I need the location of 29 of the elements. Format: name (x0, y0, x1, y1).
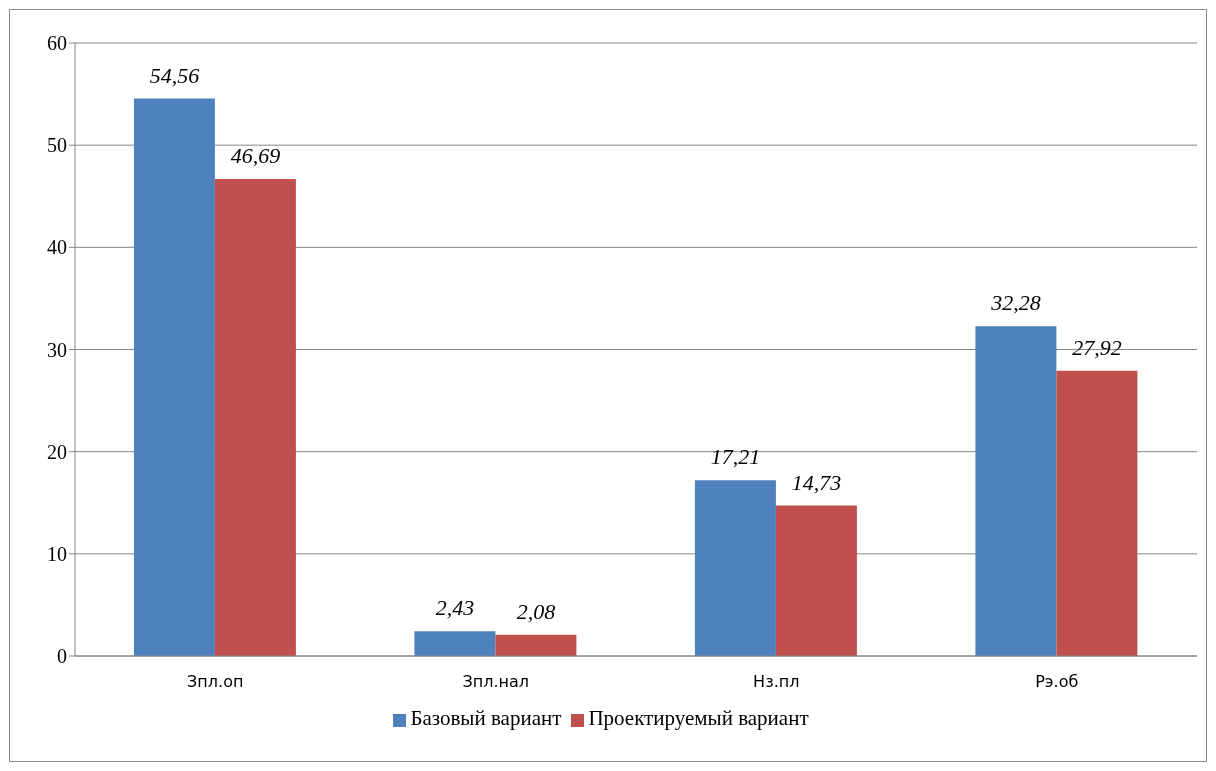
y-tick-label: 20 (47, 440, 67, 463)
y-tick-label: 0 (57, 645, 67, 668)
bar (133, 98, 215, 656)
x-tick-label: Зпл.оп (187, 672, 244, 692)
legend-label: Проектируемый вариант (588, 706, 809, 730)
bar (694, 480, 776, 656)
data-label: 27,92 (1072, 334, 1122, 360)
bar (414, 631, 496, 656)
bar (214, 178, 296, 656)
x-tick-label: Рэ.об (1035, 672, 1079, 692)
data-label: 14,73 (791, 469, 842, 495)
bar (495, 634, 577, 656)
data-label: 2,43 (435, 595, 475, 621)
legend-label: Базовый вариант (410, 706, 562, 730)
bar (775, 505, 857, 656)
y-tick-label: 40 (47, 236, 67, 259)
x-tick-label: Нз.пл (753, 672, 800, 692)
y-tick-label: 50 (47, 134, 67, 157)
data-label: 32,28 (990, 290, 1041, 316)
data-label: 46,69 (230, 142, 281, 168)
data-label: 2,08 (516, 598, 556, 624)
bar (975, 326, 1057, 656)
data-label: 54,56 (149, 62, 200, 88)
y-tick-label: 30 (47, 338, 67, 361)
data-label: 17,21 (710, 444, 761, 470)
bar (1056, 370, 1138, 656)
y-tick-label: 10 (47, 542, 67, 565)
y-tick-label: 60 (47, 32, 67, 55)
x-tick-label: Зпл.нал (462, 672, 530, 692)
